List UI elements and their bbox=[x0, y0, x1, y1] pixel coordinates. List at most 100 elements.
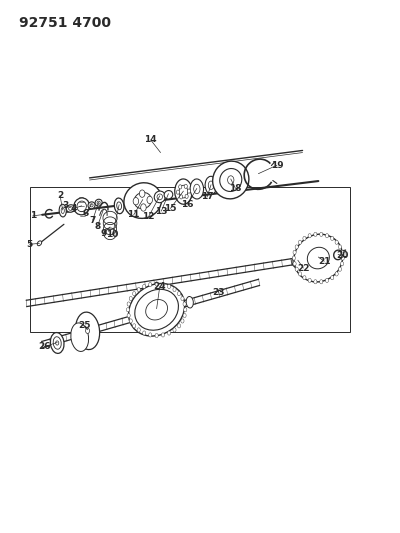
Ellipse shape bbox=[95, 199, 102, 206]
Circle shape bbox=[173, 328, 176, 332]
Ellipse shape bbox=[194, 184, 200, 193]
Ellipse shape bbox=[53, 337, 61, 349]
Circle shape bbox=[142, 285, 146, 288]
Ellipse shape bbox=[169, 302, 176, 313]
Ellipse shape bbox=[37, 241, 42, 246]
Ellipse shape bbox=[205, 176, 217, 194]
Circle shape bbox=[173, 287, 176, 292]
Circle shape bbox=[149, 282, 152, 287]
Ellipse shape bbox=[135, 289, 178, 330]
Ellipse shape bbox=[50, 333, 64, 353]
Text: 13: 13 bbox=[155, 207, 168, 216]
Circle shape bbox=[127, 313, 130, 318]
Circle shape bbox=[338, 267, 342, 271]
Ellipse shape bbox=[59, 204, 66, 217]
Text: 21: 21 bbox=[318, 257, 330, 266]
Ellipse shape bbox=[294, 234, 343, 282]
Circle shape bbox=[56, 341, 59, 345]
Ellipse shape bbox=[61, 208, 64, 214]
Ellipse shape bbox=[71, 323, 88, 351]
Circle shape bbox=[149, 333, 152, 337]
Circle shape bbox=[185, 194, 188, 198]
Circle shape bbox=[293, 250, 296, 254]
Ellipse shape bbox=[117, 202, 122, 210]
Circle shape bbox=[341, 256, 344, 260]
Ellipse shape bbox=[292, 255, 304, 268]
Ellipse shape bbox=[175, 179, 192, 204]
Circle shape bbox=[162, 333, 164, 337]
Text: 9: 9 bbox=[100, 229, 106, 238]
Circle shape bbox=[137, 287, 140, 292]
Circle shape bbox=[181, 319, 184, 323]
Text: 17: 17 bbox=[201, 192, 214, 201]
Ellipse shape bbox=[134, 192, 152, 209]
Circle shape bbox=[179, 185, 182, 189]
Ellipse shape bbox=[164, 190, 173, 199]
Circle shape bbox=[298, 240, 302, 244]
Circle shape bbox=[178, 292, 181, 296]
Text: 11: 11 bbox=[128, 211, 140, 219]
Circle shape bbox=[308, 278, 311, 282]
Circle shape bbox=[320, 280, 323, 284]
Circle shape bbox=[303, 236, 306, 240]
Circle shape bbox=[140, 190, 145, 197]
Text: 26: 26 bbox=[38, 342, 50, 351]
Text: 12: 12 bbox=[142, 212, 155, 221]
Circle shape bbox=[295, 267, 298, 271]
Ellipse shape bbox=[157, 194, 162, 200]
Text: 4: 4 bbox=[70, 204, 77, 213]
Circle shape bbox=[187, 189, 190, 193]
Circle shape bbox=[168, 331, 171, 335]
Ellipse shape bbox=[146, 300, 168, 320]
Circle shape bbox=[335, 240, 338, 244]
Circle shape bbox=[340, 250, 344, 254]
Text: 19: 19 bbox=[271, 161, 283, 169]
Circle shape bbox=[142, 331, 146, 335]
Circle shape bbox=[133, 198, 139, 205]
Circle shape bbox=[126, 308, 130, 312]
Circle shape bbox=[181, 296, 184, 301]
Ellipse shape bbox=[76, 312, 100, 350]
Text: 22: 22 bbox=[297, 264, 310, 272]
Circle shape bbox=[326, 233, 328, 238]
Circle shape bbox=[308, 233, 311, 238]
Circle shape bbox=[178, 324, 181, 328]
Ellipse shape bbox=[220, 168, 242, 191]
Circle shape bbox=[183, 313, 186, 318]
Circle shape bbox=[338, 245, 342, 249]
Ellipse shape bbox=[90, 204, 93, 207]
Circle shape bbox=[331, 276, 334, 280]
Ellipse shape bbox=[74, 198, 90, 215]
Circle shape bbox=[340, 262, 344, 266]
Text: 92751 4700: 92751 4700 bbox=[18, 16, 110, 30]
Circle shape bbox=[155, 334, 158, 338]
Text: 2: 2 bbox=[57, 191, 63, 200]
Circle shape bbox=[303, 276, 306, 280]
Circle shape bbox=[292, 256, 296, 260]
Circle shape bbox=[129, 319, 132, 323]
Text: 24: 24 bbox=[154, 282, 166, 291]
Ellipse shape bbox=[128, 284, 185, 336]
Circle shape bbox=[127, 302, 130, 306]
Circle shape bbox=[147, 196, 152, 204]
Text: 5: 5 bbox=[26, 240, 33, 249]
Circle shape bbox=[335, 272, 338, 276]
Ellipse shape bbox=[97, 201, 100, 204]
Circle shape bbox=[86, 328, 90, 334]
Circle shape bbox=[228, 176, 234, 184]
Circle shape bbox=[184, 184, 187, 189]
Ellipse shape bbox=[178, 299, 185, 311]
Text: 1: 1 bbox=[30, 212, 36, 220]
Circle shape bbox=[314, 232, 317, 237]
Ellipse shape bbox=[186, 296, 193, 308]
Text: 15: 15 bbox=[164, 204, 177, 213]
Text: 6: 6 bbox=[82, 209, 89, 218]
Ellipse shape bbox=[69, 207, 72, 211]
Circle shape bbox=[331, 236, 334, 240]
Circle shape bbox=[184, 308, 187, 312]
Text: 10: 10 bbox=[106, 230, 119, 239]
Ellipse shape bbox=[213, 161, 249, 199]
Text: 25: 25 bbox=[78, 321, 91, 330]
Circle shape bbox=[155, 282, 158, 286]
Circle shape bbox=[293, 262, 296, 266]
